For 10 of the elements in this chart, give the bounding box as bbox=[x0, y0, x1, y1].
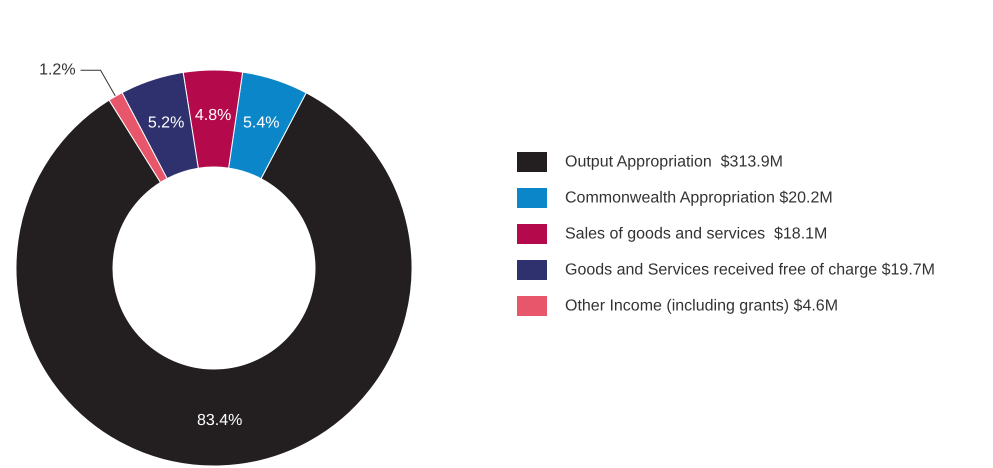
legend-label: Goods and Services received free of charge $19.7M bbox=[565, 262, 935, 278]
legend-label: Other Income (including grants) $4.6M bbox=[565, 298, 838, 314]
legend-label: Output Appropriation $313.9M bbox=[565, 154, 783, 170]
legend-label: Sales of goods and services $18.1M bbox=[565, 226, 828, 242]
data-label: 1.2% bbox=[39, 62, 76, 79]
data-label: 5.2% bbox=[148, 114, 184, 132]
legend-label: Commonwealth Appropriation $20.2M bbox=[565, 190, 833, 206]
data-label: 5.4% bbox=[242, 114, 280, 132]
data-label: 83.4% bbox=[196, 412, 242, 429]
data-label: 4.8% bbox=[194, 107, 232, 124]
